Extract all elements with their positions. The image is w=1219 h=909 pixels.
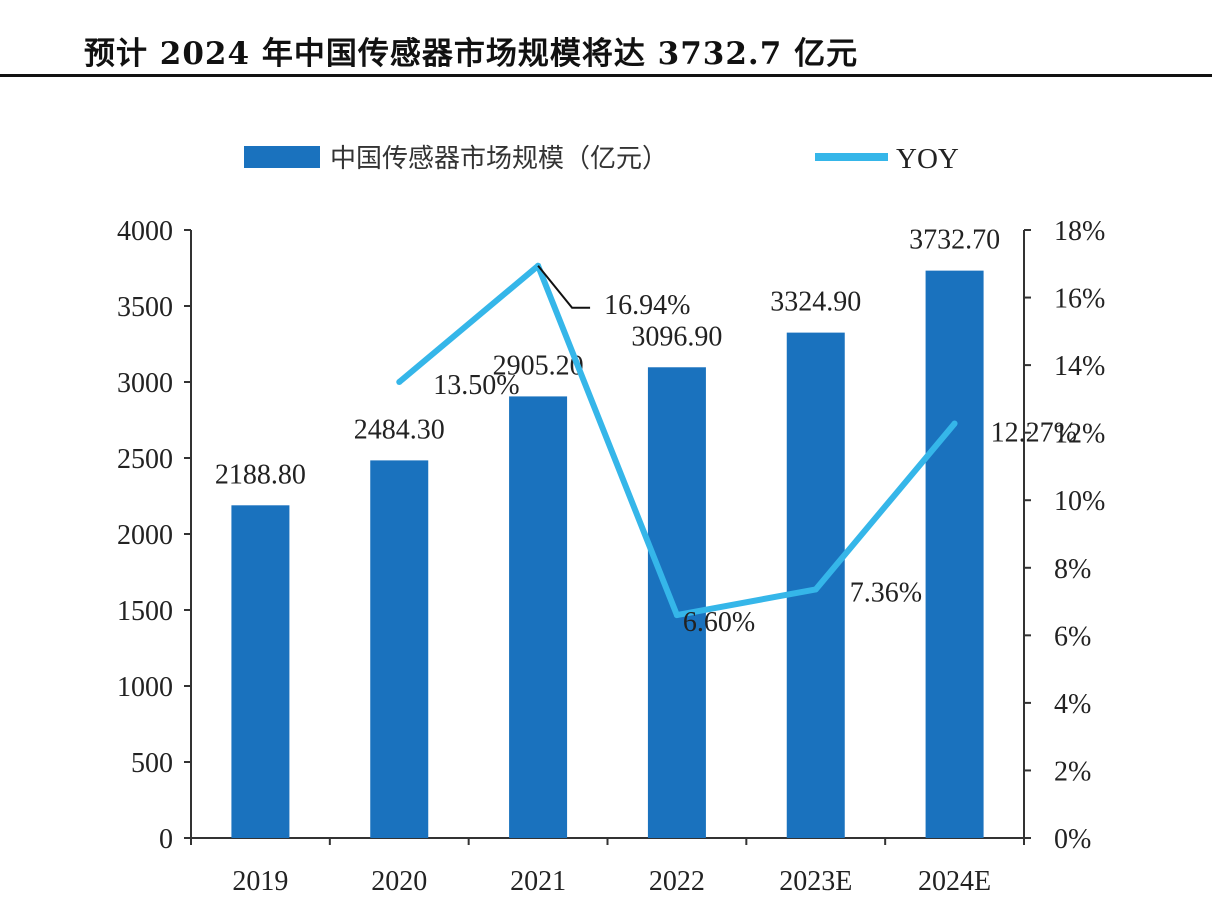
yoy-point-2023E — [812, 586, 819, 593]
yoy-value-label: 12.27% — [991, 418, 1077, 449]
yoy-point-2020 — [396, 379, 403, 385]
axes: 0 500 1000 1500 2000 2500 3000 3500 4000 0% 2% 4% 6%… — [117, 216, 1105, 897]
bar-2021 — [509, 396, 568, 838]
right-tick-label: 10% — [1054, 486, 1105, 517]
right-tick-label: 6% — [1054, 621, 1091, 652]
yoy-label-leader — [537, 265, 591, 309]
yoy-point-2022 — [673, 612, 680, 619]
bar-data-labels: 2188.80 2484.30 2905.20 3096.90 3324.90 3732.… — [215, 225, 1000, 491]
left-tick-label: 2500 — [117, 444, 173, 475]
left-tick-label: 2000 — [117, 520, 173, 551]
legend-bar-swatch — [244, 146, 320, 168]
left-tick-label: 1500 — [117, 596, 173, 627]
right-tick-label: 4% — [1054, 689, 1091, 720]
bar-2024E — [925, 270, 984, 838]
x-tick-label: 2023E — [779, 866, 852, 897]
x-tick-label: 2024E — [918, 866, 991, 897]
yoy-value-label: 6.60% — [683, 607, 755, 638]
right-tick-label: 8% — [1054, 554, 1091, 585]
x-tick-label: 2021 — [510, 866, 566, 897]
right-tick-label: 12% — [1054, 419, 1105, 450]
yoy-point-2024E — [951, 420, 958, 427]
yoy-value-label: 16.94% — [604, 290, 690, 321]
bar-2020 — [370, 460, 429, 838]
left-tick-label: 4000 — [117, 216, 173, 247]
chart-title: 预计 2024 年中国传感器市场规模将达 3732.7 亿元 — [84, 36, 859, 72]
bar-value-label: 2905.20 — [493, 350, 584, 381]
left-tick-label: 3000 — [117, 368, 173, 399]
yoy-value-label: 7.36% — [850, 577, 922, 608]
bar-value-label: 2484.30 — [354, 414, 445, 445]
legend-line-label: YOY — [896, 143, 959, 175]
legend-bar-label: 中国传感器市场规模（亿元） — [330, 144, 668, 174]
left-tick-label: 0 — [159, 824, 173, 855]
bar-value-label: 3324.90 — [770, 287, 861, 318]
bar-value-label: 3732.70 — [909, 225, 1000, 256]
x-tick-label: 2022 — [649, 866, 705, 897]
bar-2022 — [647, 367, 706, 838]
right-tick-label: 16% — [1054, 284, 1105, 315]
bar-value-label: 2188.80 — [215, 459, 306, 490]
yoy-value-label: 13.50% — [433, 370, 519, 401]
left-tick-label: 3500 — [117, 292, 173, 323]
left-tick-label: 1000 — [117, 672, 173, 703]
bar-2019 — [231, 505, 290, 838]
right-tick-label: 2% — [1054, 756, 1091, 787]
x-tick-label: 2019 — [232, 866, 288, 897]
right-tick-label: 18% — [1054, 216, 1105, 247]
bar-series — [231, 270, 984, 838]
right-tick-label: 0% — [1054, 824, 1091, 855]
yoy-data-labels: 13.50% 16.94% 6.60% 7.36% 12.27% — [433, 265, 1077, 638]
left-tick-label: 500 — [131, 748, 173, 779]
title-divider — [0, 74, 1212, 77]
bar-value-label: 3096.90 — [631, 321, 722, 352]
right-tick-label: 14% — [1054, 351, 1105, 382]
legend: 中国传感器市场规模（亿元） YOY — [244, 143, 959, 175]
x-tick-label: 2020 — [371, 866, 427, 897]
